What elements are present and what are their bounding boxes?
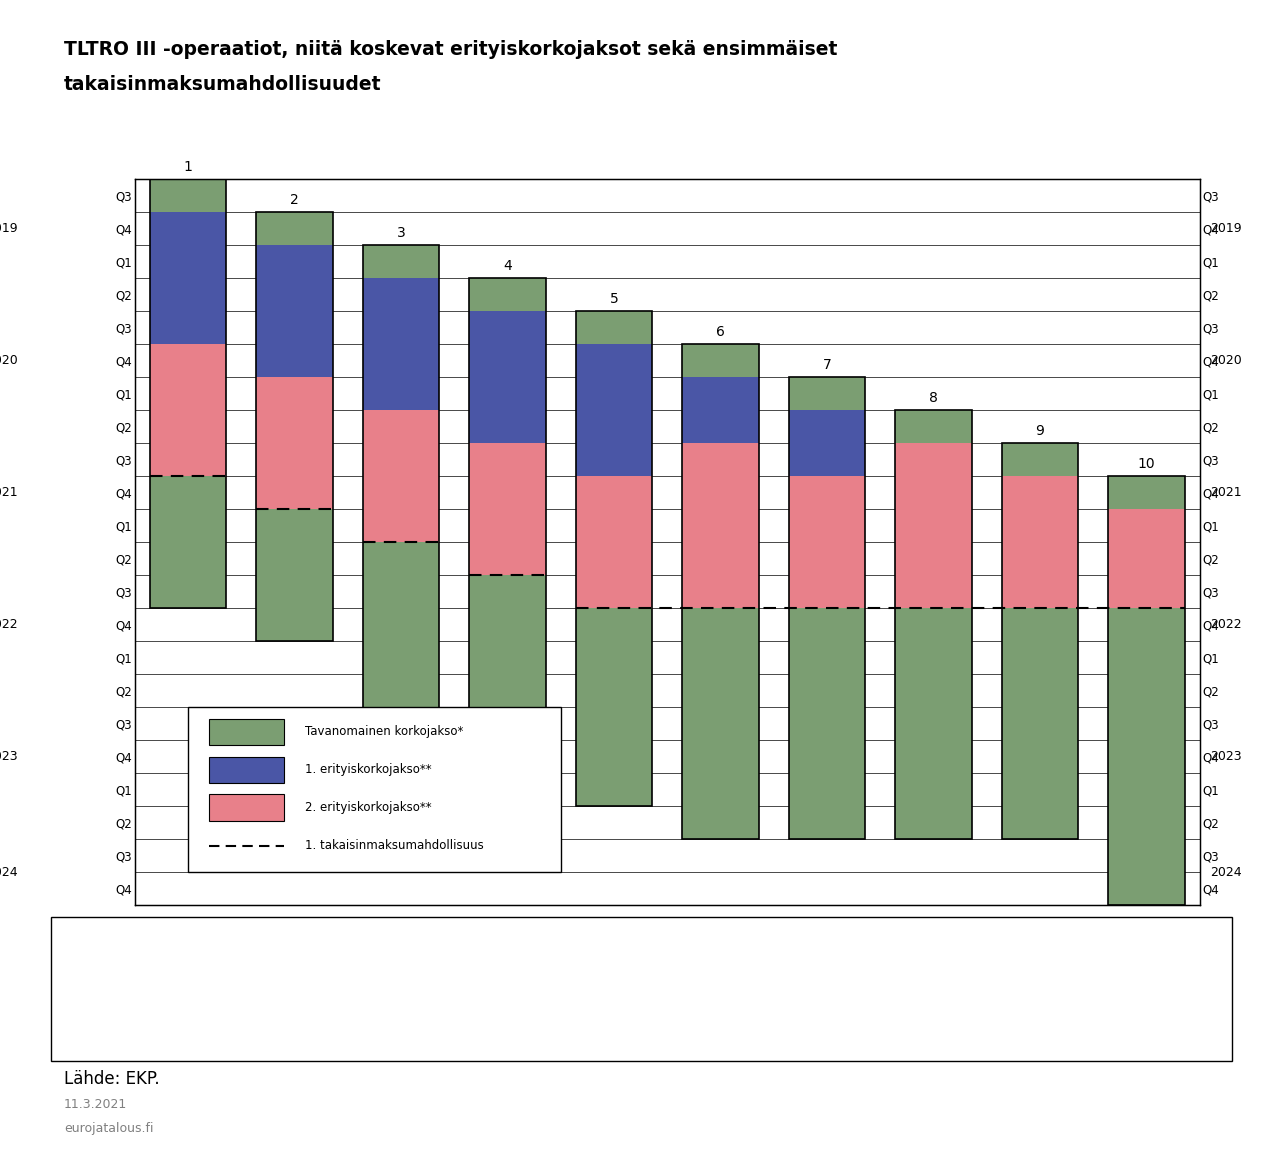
- Bar: [1002, 608, 1078, 839]
- Text: 11.3.2021: 11.3.2021: [64, 1098, 127, 1110]
- Bar: [470, 278, 545, 311]
- Bar: [257, 377, 332, 508]
- Bar: [150, 476, 226, 608]
- Bar: [363, 244, 439, 278]
- Bar: [1109, 476, 1184, 905]
- Text: 2. erityiskorkojakso**: 2. erityiskorkojakso**: [305, 801, 431, 814]
- Text: eurojatalous.fi: eurojatalous.fi: [64, 1122, 154, 1135]
- Text: 9: 9: [1035, 424, 1044, 438]
- Bar: [209, 756, 284, 783]
- Bar: [187, 707, 561, 872]
- Bar: [209, 718, 284, 745]
- Text: 1: 1: [183, 160, 192, 174]
- Bar: [789, 608, 865, 839]
- Bar: [363, 244, 439, 740]
- Bar: [683, 344, 758, 377]
- Text: *Tavanomaisella korkojaksolla korko on alimmillaan keskimääräinen EKP:n talletus: *Tavanomaisella korkojaksolla korko on a…: [64, 925, 706, 989]
- Bar: [363, 278, 439, 409]
- Bar: [470, 575, 545, 806]
- Bar: [257, 212, 332, 641]
- Bar: [576, 311, 652, 806]
- Bar: [150, 179, 226, 608]
- Bar: [896, 409, 971, 839]
- Bar: [1002, 443, 1078, 839]
- Bar: [1109, 608, 1184, 905]
- Bar: [683, 377, 758, 443]
- Bar: [1109, 476, 1184, 508]
- Bar: [150, 212, 226, 344]
- Bar: [257, 244, 332, 377]
- Text: Lähde: EKP.: Lähde: EKP.: [64, 1070, 160, 1088]
- Bar: [896, 409, 971, 443]
- Text: TLTRO III -operaatiot, niitä koskevat erityiskorkojaksot sekä ensimmäiset: TLTRO III -operaatiot, niitä koskevat er…: [64, 40, 838, 59]
- Bar: [683, 608, 758, 839]
- Text: 4: 4: [503, 258, 512, 273]
- Bar: [1002, 443, 1078, 476]
- Text: 8: 8: [929, 391, 938, 405]
- Text: 2024: 2024: [1210, 866, 1242, 879]
- Bar: [470, 443, 545, 575]
- Text: 2: 2: [290, 193, 299, 206]
- Text: 2023: 2023: [0, 749, 18, 763]
- Bar: [576, 476, 652, 608]
- Bar: [576, 608, 652, 806]
- Bar: [257, 212, 332, 244]
- Bar: [150, 179, 226, 212]
- Text: 2022: 2022: [1210, 618, 1242, 631]
- Bar: [576, 344, 652, 476]
- Bar: [209, 794, 284, 821]
- Bar: [150, 344, 226, 476]
- Text: 2020: 2020: [0, 354, 18, 367]
- Text: 2021: 2021: [1210, 485, 1242, 499]
- Text: 2020: 2020: [1210, 354, 1242, 367]
- Text: 7: 7: [822, 357, 831, 372]
- Text: 1. erityiskorkojakso**: 1. erityiskorkojakso**: [305, 763, 431, 776]
- Bar: [896, 608, 971, 839]
- Bar: [1002, 476, 1078, 608]
- Bar: [789, 409, 865, 476]
- Text: takaisinmaksumahdollisuudet: takaisinmaksumahdollisuudet: [64, 75, 381, 93]
- Text: 2022: 2022: [0, 618, 18, 631]
- Bar: [257, 508, 332, 641]
- Text: 2024: 2024: [0, 866, 18, 879]
- Bar: [683, 443, 758, 608]
- Bar: [1109, 508, 1184, 608]
- Text: 2019: 2019: [1210, 221, 1242, 235]
- Text: 6: 6: [716, 325, 725, 339]
- Bar: [363, 409, 439, 542]
- Bar: [683, 344, 758, 839]
- Bar: [470, 311, 545, 443]
- Text: 2023: 2023: [1210, 749, 1242, 763]
- Text: 5: 5: [609, 292, 618, 306]
- Bar: [470, 278, 545, 806]
- Bar: [896, 443, 971, 608]
- Bar: [789, 377, 865, 409]
- Bar: [789, 377, 865, 839]
- Bar: [576, 311, 652, 344]
- Text: Tavanomainen korkojakso*: Tavanomainen korkojakso*: [305, 725, 463, 738]
- Text: 1. takaisinmaksumahdollisuus: 1. takaisinmaksumahdollisuus: [305, 839, 484, 852]
- Text: 10: 10: [1138, 457, 1155, 470]
- Text: 3: 3: [396, 226, 405, 240]
- Text: 2019: 2019: [0, 221, 18, 235]
- Bar: [363, 542, 439, 740]
- Bar: [789, 476, 865, 608]
- Text: 2021: 2021: [0, 485, 18, 499]
